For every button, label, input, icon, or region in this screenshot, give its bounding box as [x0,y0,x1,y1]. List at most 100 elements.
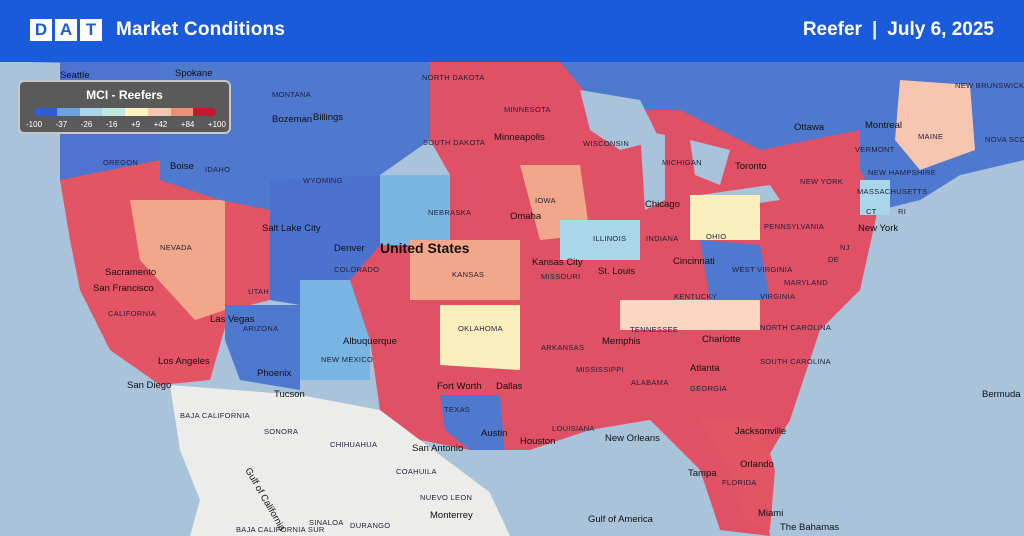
city-label: Spokane [175,68,213,79]
region-colorado [270,175,380,305]
region-connecticut [860,180,890,215]
state-label: ARKANSAS [541,343,584,352]
state-label: COLORADO [334,265,379,274]
legend-tick: +100 [207,120,226,129]
state-label: KANSAS [452,270,484,279]
state-label: MARYLAND [784,278,828,287]
city-label: Atlanta [690,363,720,374]
equipment-label: Reefer [802,19,862,40]
header-bar: D A T Market Conditions Reefer | July 6,… [0,0,1024,62]
region-florida [700,420,775,530]
state-label: OKLAHOMA [458,324,503,333]
city-label: Miami [758,508,783,519]
mexico-region [170,385,510,536]
state-label: NEW HAMPSHIRE [868,168,936,177]
city-label: Boise [170,161,194,172]
city-label: Albuquerque [343,336,397,347]
state-label: BAJA CALIFORNIA SUR [236,525,325,534]
state-label: ALABAMA [631,378,669,387]
header-meta: Reefer | July 6, 2025 [803,19,994,41]
legend-tick: -100 [26,120,43,129]
legend-swatch [79,108,103,116]
state-label: MISSISSIPPI [576,365,624,374]
legend-swatch [193,108,216,116]
city-label: Montreal [865,120,902,131]
city-label: Fort Worth [437,381,482,392]
state-label: TEXAS [444,405,470,414]
legend-swatch [34,108,57,116]
state-label: IDAHO [205,165,230,174]
country-label: United States [380,240,470,256]
state-label: MICHIGAN [662,158,702,167]
state-label: NJ [840,243,850,252]
city-label: Bozeman [272,114,312,125]
state-label: OREGON [103,158,138,167]
city-label: Minneapolis [494,132,545,143]
state-label: NEW YORK [800,177,843,186]
page-title: Market Conditions [116,19,286,40]
city-label: The Bahamas [780,522,839,533]
state-label: WYOMING [303,176,343,185]
state-label: WISCONSIN [583,139,629,148]
state-label: MISSOURI [541,272,581,281]
legend-tick: -26 [80,120,93,129]
state-label: WEST VIRGINIA [732,265,792,274]
legend-swatch [56,108,80,116]
legend-swatch [102,108,125,116]
city-label: Salt Lake City [262,223,321,234]
state-label: CT [866,207,877,216]
city-label: Omaha [510,211,542,222]
region-illinois [560,220,640,260]
city-label: San Francisco [93,283,154,294]
region-dakota-nebraska [380,175,450,245]
state-label: CHIHUAHUA [330,440,377,449]
state-label: NOVA SCOTIA [985,135,1024,144]
state-label: FLORIDA [722,478,757,487]
state-label: DE [828,255,839,264]
lake-superior [580,90,660,150]
city-label: Gulf of America [588,514,654,525]
city-label: Memphis [602,336,641,347]
state-label: COAHUILA [396,467,437,476]
state-label: MASSACHUSETTS [857,187,928,196]
city-label: Ottawa [794,122,825,133]
legend-colorbar [34,108,216,116]
city-label: Billings [313,112,343,123]
region-kansas [410,240,520,300]
state-label: LOUISIANA [552,424,595,433]
state-label: IOWA [535,196,556,205]
state-label: KENTUCKY [674,292,717,301]
state-label: NEW MEXICO [321,355,373,364]
legend-title: MCI - Reefers [86,88,163,102]
city-label: Las Vegas [210,314,255,325]
state-label: VIRGINIA [760,292,795,301]
city-label: Toronto [735,161,767,172]
legend-tick: -37 [55,120,68,129]
city-label: Denver [334,243,365,254]
region-west-virginia [700,240,770,300]
state-label: GEORGIA [690,384,727,393]
legend-swatch [170,108,194,116]
region-texas-blue [440,395,505,455]
logo-letter: T [80,19,102,41]
city-label: New York [858,223,898,234]
state-label: RI [898,207,906,216]
lake-huron [690,140,730,185]
legend-ticks: -100 -37 -26 -16 +9 +42 +84 +100 [26,120,226,129]
city-label: Charlotte [702,334,741,345]
region-new-mexico [300,280,370,380]
city-label: San Antonio [412,443,463,454]
gulf-of-america [470,420,720,536]
state-label: NEVADA [160,243,192,252]
header-separator: | [871,19,878,40]
lake-michigan [640,130,665,210]
state-label: SOUTH CAROLINA [760,357,831,366]
city-label: Tampa [688,468,717,479]
state-label: NEBRASKA [428,208,471,217]
state-label: MAINE [918,132,943,141]
legend-tick: +42 [153,120,168,129]
city-label: Houston [520,436,555,447]
city-label: Dallas [496,381,523,392]
state-label: BAJA CALIFORNIA [180,411,250,420]
city-label: Cincinnati [673,256,715,267]
